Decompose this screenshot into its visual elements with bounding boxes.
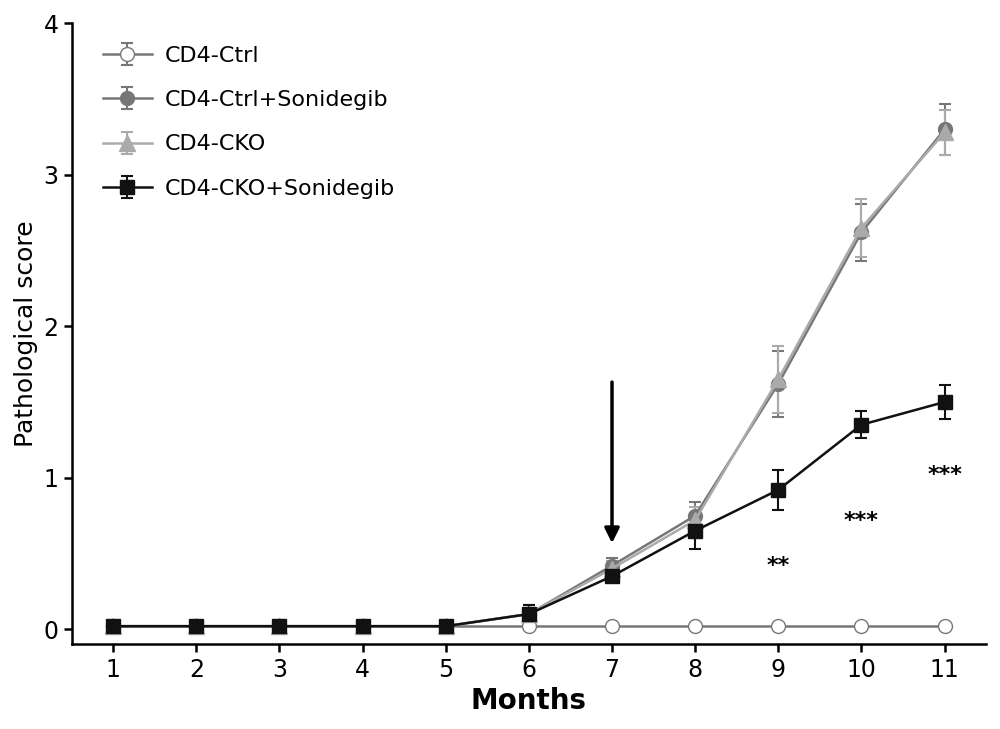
Legend: CD4-Ctrl, CD4-Ctrl+Sonidegib, CD4-CKO, CD4-CKO+Sonidegib: CD4-Ctrl, CD4-Ctrl+Sonidegib, CD4-CKO, C… [92, 34, 407, 210]
Text: ***: *** [844, 511, 879, 531]
Y-axis label: Pathological score: Pathological score [14, 221, 38, 447]
Text: ***: *** [927, 465, 962, 486]
Text: **: ** [767, 556, 790, 576]
X-axis label: Months: Months [471, 687, 587, 715]
